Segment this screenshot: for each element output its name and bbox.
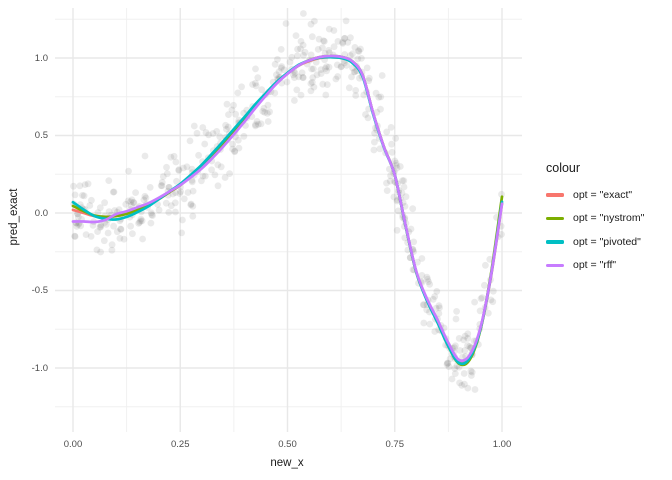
x-tick-label: 0.50	[278, 439, 297, 450]
x-tick-label: 0.00	[63, 439, 83, 450]
y-tick-label: 0.5	[34, 130, 48, 141]
y-tick-label: 1.0	[34, 52, 48, 64]
y-tick-label: -0.5	[31, 285, 48, 296]
legend-title: colour	[546, 161, 581, 175]
x-tick-label: 0.25	[171, 439, 190, 450]
legend: colour opt = "exact" opt = "nystrom" opt =…	[546, 161, 644, 277]
x-axis-title: new_x	[270, 457, 304, 469]
legend-label: opt = "exact"	[573, 188, 633, 201]
legend-label: opt = "nystrom"	[573, 212, 645, 225]
y-tick-label: -1.0	[31, 362, 48, 374]
legend-items: opt = "exact" opt = "nystrom" opt = "pivot…	[546, 183, 644, 277]
legend-key-line-icon	[546, 240, 564, 244]
legend-item-3: opt = "rff"	[546, 254, 644, 278]
legend-label: opt = "rff"	[573, 259, 617, 272]
legend-item-1: opt = "nystrom"	[546, 207, 644, 231]
legend-key-line-icon	[546, 263, 564, 267]
x-tick-label: 1.00	[492, 439, 512, 450]
series-line-3	[71, 54, 504, 363]
legend-item-2: opt = "pivoted"	[546, 230, 644, 254]
grid-major	[55, 8, 522, 432]
legend-key-line-icon	[546, 216, 564, 220]
grid-minor	[55, 8, 522, 432]
legend-key-line-icon	[546, 193, 564, 197]
x-tick-label: 0.75	[385, 439, 405, 450]
legend-label: opt = "pivoted"	[573, 235, 641, 248]
y-tick-label: 0.0	[34, 207, 48, 219]
legend-item-0: opt = "exact"	[546, 183, 644, 207]
